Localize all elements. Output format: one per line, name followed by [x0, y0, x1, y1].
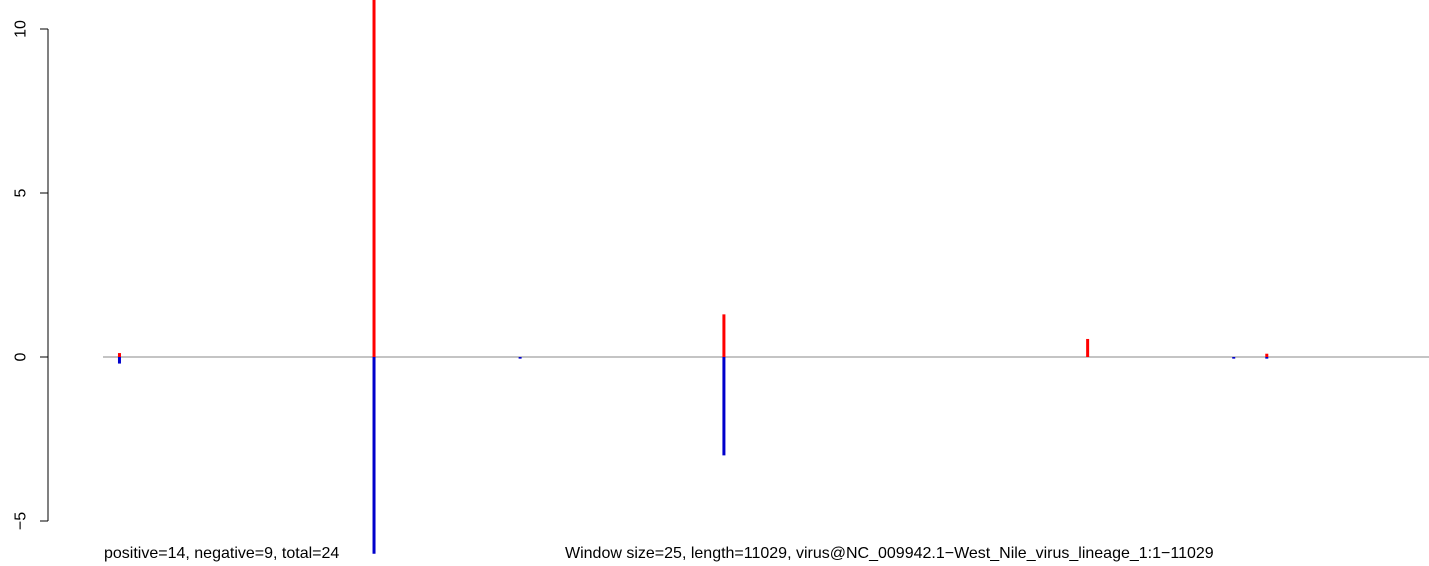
- y-tick-label: 0: [13, 352, 30, 361]
- y-axis-ticks: 10 5 0 −5: [13, 20, 48, 530]
- bars-layer: [117, 0, 1269, 554]
- y-tick-label: 5: [13, 188, 30, 197]
- y-tick-label: 10: [13, 20, 30, 38]
- footer-counts: positive=14, negative=9, total=24: [104, 545, 339, 562]
- footer-info: Window size=25, length=11029, virus@NC_0…: [565, 545, 1214, 562]
- y-tick-label: −5: [13, 512, 30, 530]
